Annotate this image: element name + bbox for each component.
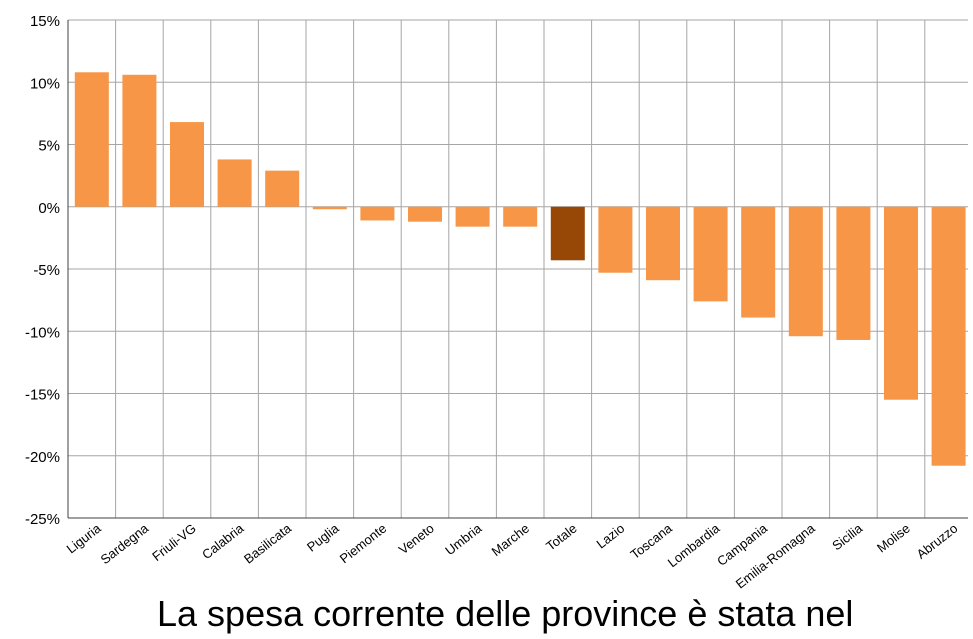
caption-text: La spesa corrente delle province è stata… (157, 593, 854, 634)
bar-abruzzo (931, 206, 966, 466)
bar-liguria (74, 72, 109, 207)
y-tick-label: -20% (25, 449, 60, 466)
gridlines (67, 19, 968, 519)
bar-emilia-romagna (788, 206, 823, 337)
y-tick-label: -25% (25, 511, 60, 528)
bar-campania (741, 206, 776, 318)
bar-puglia (312, 206, 347, 210)
axes (67, 20, 968, 519)
bar-veneto (408, 206, 442, 222)
x-tick-label: Abruzzo (914, 521, 961, 562)
y-tick-label: 15% (30, 13, 60, 30)
x-tick-label: Totale (543, 521, 580, 554)
bar-calabria (217, 159, 252, 207)
x-tick-label: Lazio (594, 521, 628, 552)
x-tick-label: Puglia (304, 520, 342, 555)
x-tick-label: Sardegna (98, 520, 152, 567)
x-tick-label: Basilicata (241, 520, 295, 567)
bar-lazio (598, 206, 633, 273)
y-tick-labels: 15% 10% 5% 0% -5% -10% -15% -20% -25% (25, 13, 60, 528)
x-tick-label: Piemonte (337, 521, 390, 567)
bars (74, 72, 966, 466)
bar-totale (550, 206, 585, 261)
bar-chart: 15% 10% 5% 0% -5% -10% -15% -20% -25% LiguriaSar… (25, 13, 968, 590)
y-tick-label: -10% (25, 324, 60, 341)
x-tick-label: Umbria (442, 520, 485, 558)
y-tick-label: 0% (38, 200, 60, 217)
x-tick-label: Marche (489, 521, 532, 560)
bar-piemonte (360, 206, 395, 221)
x-tick-label: Molise (874, 521, 913, 556)
bar-toscana (646, 206, 680, 281)
x-tick-label: Sicilia (829, 520, 866, 553)
bar-basilicata (265, 170, 300, 207)
y-tick-label: -15% (25, 387, 60, 404)
y-tick-label: -5% (33, 262, 60, 279)
x-tick-label: Veneto (396, 521, 437, 558)
bar-marche (503, 206, 538, 227)
bar-friuli-vg (170, 122, 204, 207)
y-tick-label: 10% (30, 75, 60, 92)
x-tick-label: Liguria (64, 520, 105, 556)
bar-sicilia (836, 206, 871, 340)
bar-lombardia (693, 206, 728, 302)
bar-umbria (455, 206, 490, 227)
bar-sardegna (122, 74, 157, 207)
bar-molise (884, 206, 918, 400)
x-tick-label: Friuli-VG (149, 521, 199, 564)
x-tick-label: Calabria (199, 520, 247, 562)
x-tick-label: Emilia-Romagna (733, 520, 819, 590)
y-tick-label: 5% (38, 138, 60, 155)
x-tick-label: Lombardia (665, 520, 723, 570)
